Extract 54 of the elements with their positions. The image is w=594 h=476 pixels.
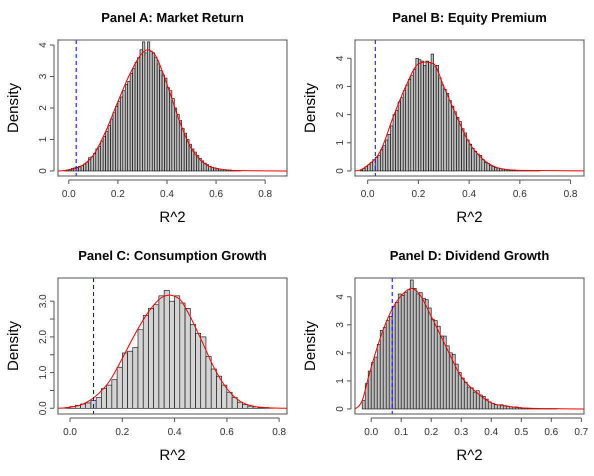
y-tick-label: 1.0 xyxy=(38,365,49,380)
x-tick-label: 0.6 xyxy=(544,427,559,438)
x-tick-label: 0.6 xyxy=(209,189,224,200)
x-tick-label: 0.4 xyxy=(484,427,499,438)
y-tick-label: 0.0 xyxy=(38,400,49,416)
y-tick-label: 1 xyxy=(335,140,346,146)
x-tick-label: 0.1 xyxy=(394,427,409,438)
y-tick-label: 0 xyxy=(38,168,49,174)
x-tick-label: 0.0 xyxy=(364,427,379,438)
x-tick-label: 0.0 xyxy=(360,189,376,200)
x-tick-label: 0.0 xyxy=(62,189,76,200)
x-axis-title: R^2 xyxy=(159,447,186,464)
y-tick-label: 3 xyxy=(335,83,346,90)
x-tick-label: 0.7 xyxy=(574,427,589,438)
y-tick-label: 3 xyxy=(335,322,346,328)
y-tick-label: 4 xyxy=(38,42,49,48)
x-tick-label: 0.4 xyxy=(168,427,182,438)
y-tick-label: 2 xyxy=(38,104,49,111)
x-tick-label: 0.4 xyxy=(462,189,477,200)
x-tick-label: 0.8 xyxy=(258,189,273,200)
x-axis-title: R^2 xyxy=(159,209,186,226)
y-axis-title: Density xyxy=(5,320,22,372)
x-axis-title: R^2 xyxy=(456,209,483,226)
y-tick-label: 4 xyxy=(335,294,346,300)
chart-title: Panel C: Consumption Growth xyxy=(78,248,267,263)
y-tick-label: 1 xyxy=(38,136,49,142)
x-tick-label: 0.8 xyxy=(272,427,287,438)
y-tick-label: 2.0 xyxy=(38,330,49,344)
y-tick-label: 0 xyxy=(335,406,346,412)
y-axis-title: Density xyxy=(302,82,319,134)
y-tick-label: 0 xyxy=(335,168,346,174)
y-axis-title: Density xyxy=(5,82,22,134)
x-tick-label: 0.4 xyxy=(160,189,174,200)
x-tick-label: 0.2 xyxy=(115,427,130,438)
chart-title: Panel B: Equity Premium xyxy=(392,10,547,25)
y-tick-label: 3 xyxy=(38,73,49,80)
x-tick-label: 0.2 xyxy=(424,427,439,438)
y-tick-label: 2 xyxy=(335,350,346,356)
chart-title: Panel D: Dividend Growth xyxy=(390,248,550,263)
y-tick-label: 4 xyxy=(335,55,346,62)
x-tick-label: 0.3 xyxy=(454,427,469,438)
x-tick-label: 0.2 xyxy=(110,189,126,200)
x-tick-label: 0.5 xyxy=(514,427,529,438)
x-tick-label: 0.6 xyxy=(512,189,528,200)
y-tick-label: 1 xyxy=(335,378,346,384)
chart-title: Panel A: Market Return xyxy=(101,10,244,25)
x-axis-title: R^2 xyxy=(456,447,483,464)
x-tick-label: 0.0 xyxy=(63,427,78,438)
y-tick-label: 3.0 xyxy=(38,294,49,308)
y-tick-label: 2 xyxy=(335,111,346,118)
y-axis-title: Density xyxy=(302,320,319,372)
x-tick-label: 0.2 xyxy=(411,189,426,200)
x-tick-label: 0.6 xyxy=(220,427,234,438)
x-tick-label: 0.8 xyxy=(564,189,578,200)
